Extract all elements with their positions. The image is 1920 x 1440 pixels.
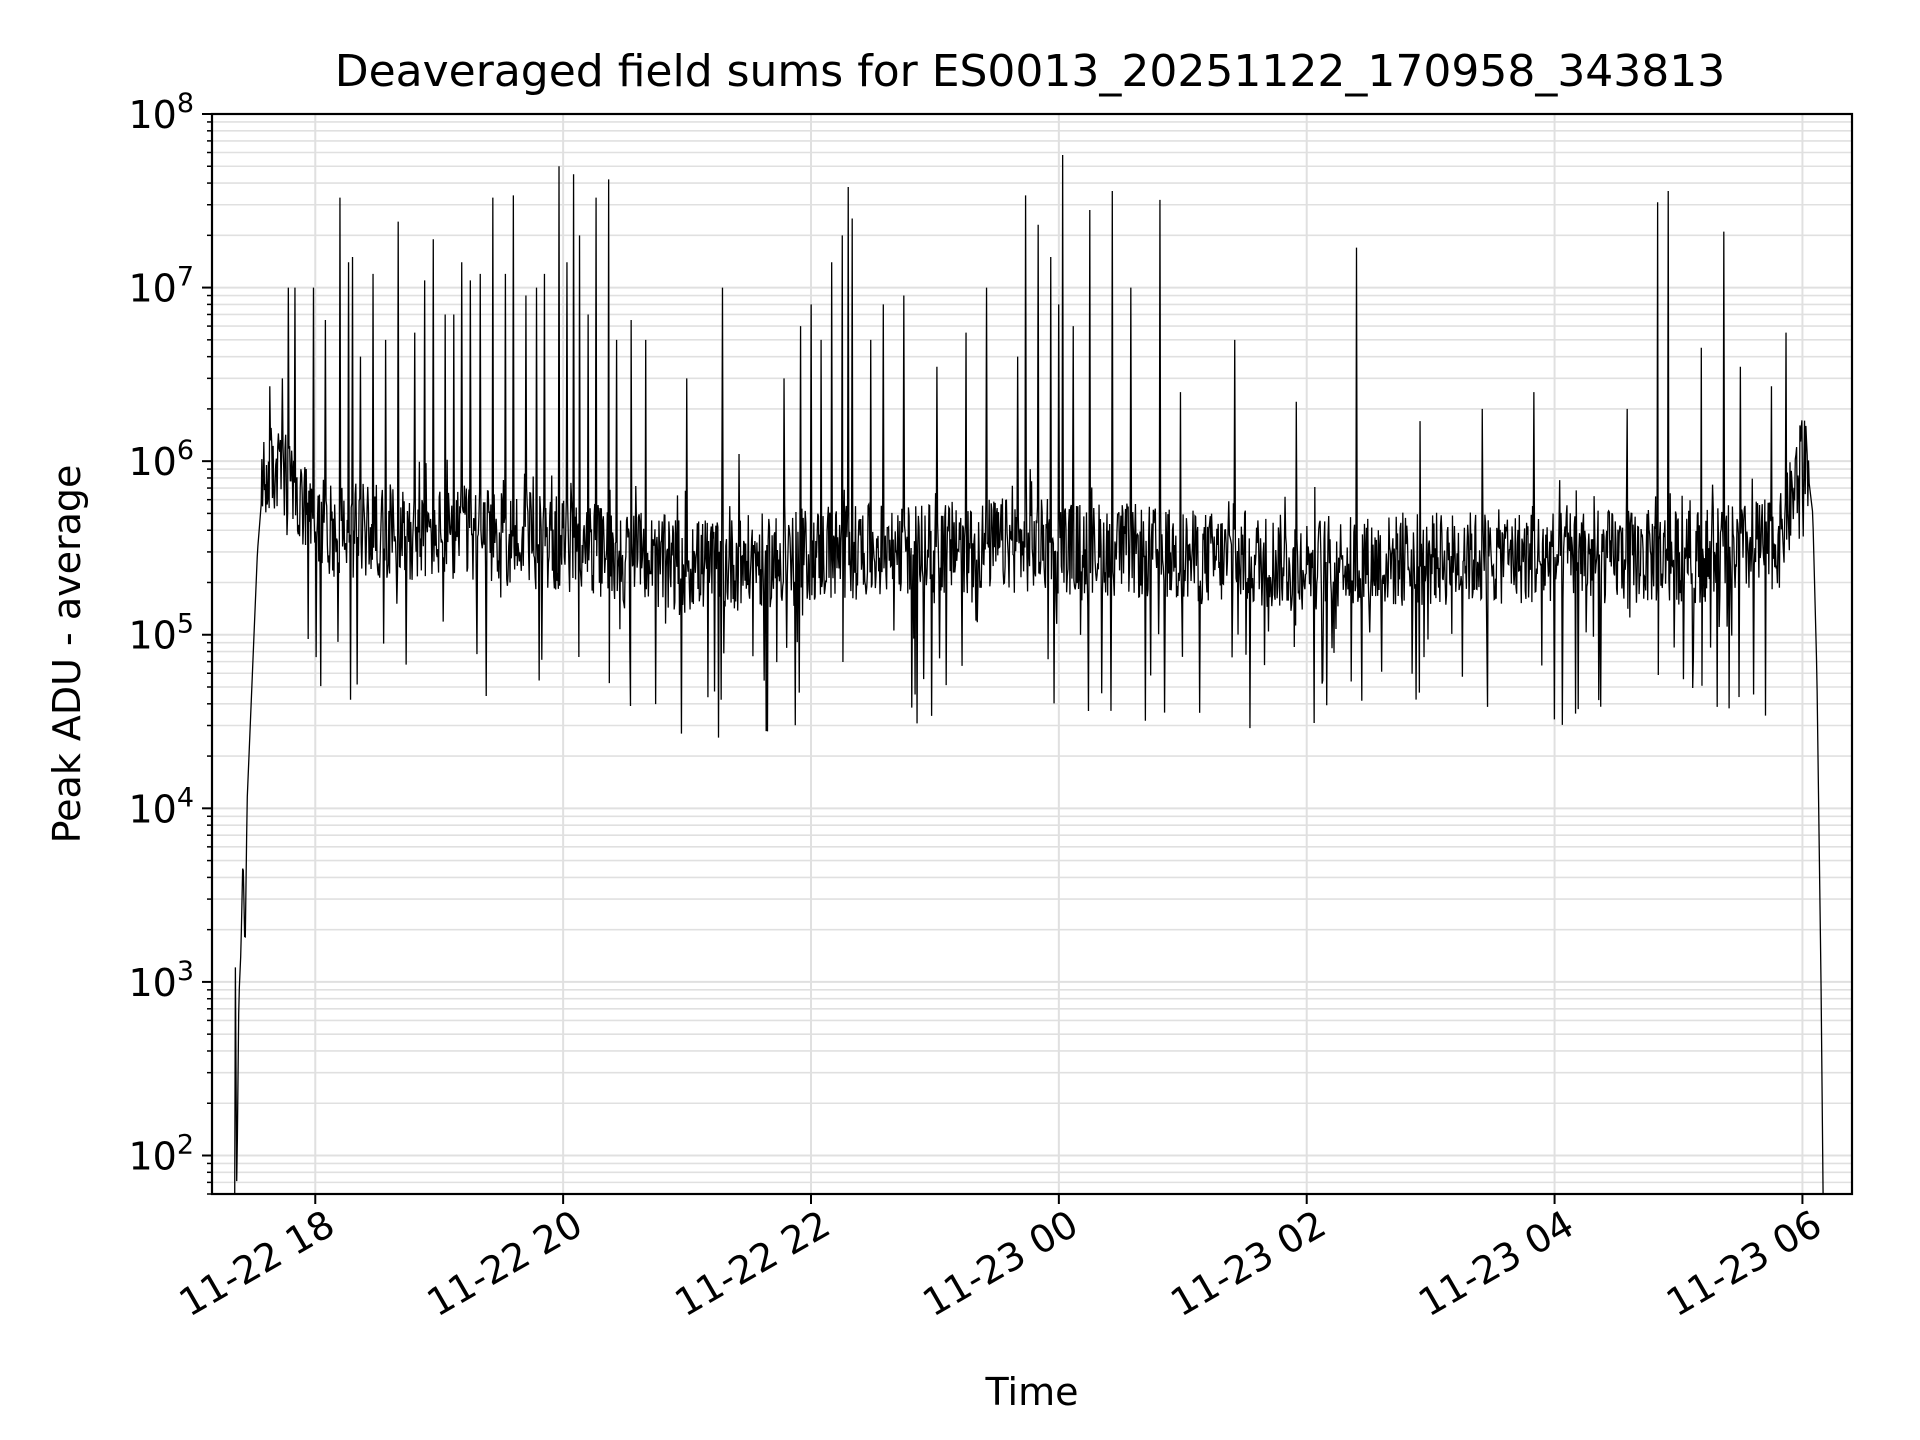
y-tick-exponent: 7 bbox=[177, 262, 194, 293]
y-tick-base: 10 bbox=[128, 961, 176, 1005]
plot-frame bbox=[210, 112, 1854, 1196]
y-tick-exponent: 4 bbox=[177, 782, 194, 813]
y-tick-exponent: 3 bbox=[177, 956, 194, 987]
y-tick-exponent: 2 bbox=[177, 1129, 194, 1160]
y-tick-label: 103 bbox=[128, 956, 194, 1005]
plot-area bbox=[234, 155, 1824, 1194]
x-axis-label: Time bbox=[985, 1370, 1079, 1414]
series-layer bbox=[234, 155, 1824, 1194]
y-tick-label: 108 bbox=[128, 88, 194, 137]
chart-title: Deaveraged field sums for ES0013_2025112… bbox=[335, 46, 1726, 97]
y-tick-label: 102 bbox=[128, 1129, 194, 1178]
y-tick-exponent: 6 bbox=[177, 435, 194, 466]
y-tick-base: 10 bbox=[128, 1134, 176, 1178]
series-line bbox=[234, 155, 1824, 1194]
y-tick-label: 105 bbox=[128, 609, 194, 658]
y-tick-label: 106 bbox=[128, 435, 194, 484]
y-tick-base: 10 bbox=[128, 614, 176, 658]
y-tick-base: 10 bbox=[128, 93, 176, 137]
y-tick-base: 10 bbox=[128, 440, 176, 484]
y-tick-label: 107 bbox=[128, 262, 194, 311]
y-tick-exponent: 8 bbox=[177, 88, 194, 119]
grid-lines bbox=[212, 113, 1852, 1195]
y-tick-label: 104 bbox=[128, 782, 194, 831]
y-axis-label: Peak ADU - average bbox=[45, 465, 89, 844]
y-tick-base: 10 bbox=[128, 787, 176, 831]
y-tick-exponent: 5 bbox=[177, 609, 194, 640]
y-tick-base: 10 bbox=[128, 267, 176, 311]
